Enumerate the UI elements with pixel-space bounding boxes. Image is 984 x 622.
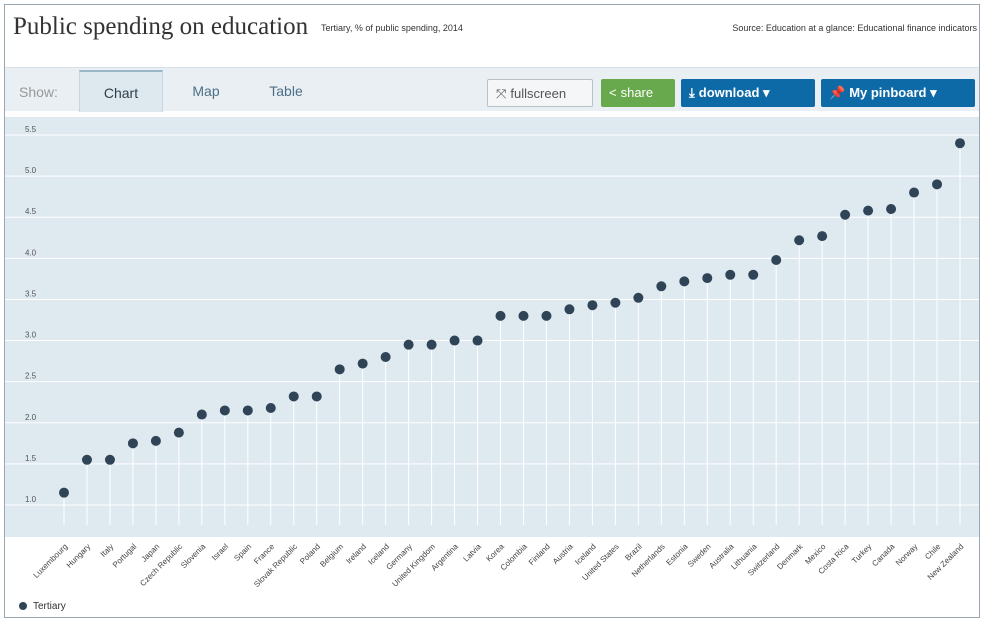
- data-point[interactable]: [909, 187, 920, 198]
- y-tick-label: 2.0: [25, 413, 37, 422]
- chart-widget: Public spending on education Tertiary, %…: [4, 4, 980, 618]
- toolbar: Show: Chart Map Table ⤧ fullscreen < share…: [5, 67, 979, 112]
- data-point[interactable]: [242, 405, 253, 416]
- data-point[interactable]: [311, 391, 322, 402]
- show-label: Show:: [19, 84, 58, 100]
- data-point[interactable]: [610, 297, 621, 308]
- share-icon: <: [609, 85, 617, 100]
- data-point[interactable]: [288, 391, 299, 402]
- y-tick-label: 3.5: [25, 289, 37, 298]
- y-tick-label: 4.5: [25, 207, 37, 216]
- download-label: download ▾: [698, 85, 770, 100]
- data-point[interactable]: [150, 435, 161, 446]
- data-point[interactable]: [817, 231, 828, 242]
- data-point[interactable]: [403, 339, 414, 350]
- data-point[interactable]: [81, 454, 92, 465]
- x-tick-label: Belgium: [318, 542, 345, 569]
- y-tick-label: 1.0: [25, 495, 37, 504]
- data-point[interactable]: [472, 335, 483, 346]
- data-point[interactable]: [840, 209, 851, 220]
- download-button[interactable]: ⤓ download ▾: [681, 79, 815, 107]
- x-tick-label: Hungary: [65, 542, 93, 570]
- y-tick-label: 5.0: [25, 166, 37, 175]
- x-tick-label: Israel: [210, 542, 230, 562]
- x-tick-label: Luxembourg: [32, 542, 70, 580]
- data-point[interactable]: [794, 235, 805, 246]
- x-tick-label: Ireland: [344, 542, 368, 566]
- data-point[interactable]: [932, 179, 943, 190]
- y-tick-label: 5.5: [25, 125, 37, 134]
- data-point[interactable]: [196, 409, 207, 420]
- scatter-chart: 5.5 5.0 4.5 4.0 3.5 3.0 2.5 2.0 1.5 1.0 Luxembourg…: [5, 117, 979, 589]
- share-button[interactable]: < share: [601, 79, 675, 107]
- x-tick-label: Slovenia: [179, 542, 207, 570]
- x-tick-label: Brazil: [623, 542, 644, 563]
- x-tick-label: Finland: [527, 542, 552, 567]
- pinboard-label: My pinboard ▾: [849, 85, 937, 100]
- x-tick-label: Czech Republic: [138, 542, 184, 588]
- data-point[interactable]: [265, 402, 276, 413]
- y-tick-label: 4.0: [25, 248, 37, 257]
- data-point[interactable]: [59, 487, 69, 498]
- data-point[interactable]: [127, 438, 138, 449]
- pin-icon: 📌: [829, 85, 846, 100]
- chart-header: Public spending on education Tertiary, %…: [5, 5, 979, 61]
- x-tick-label: Latvia: [461, 542, 483, 564]
- data-point[interactable]: [380, 352, 391, 362]
- data-point[interactable]: [633, 292, 644, 303]
- y-tick-label: 3.0: [25, 331, 37, 340]
- data-point[interactable]: [334, 364, 345, 375]
- data-point[interactable]: [725, 269, 736, 280]
- legend-dot-icon: [19, 602, 27, 610]
- x-tick-label: Denmark: [775, 541, 805, 571]
- data-point[interactable]: [426, 339, 437, 350]
- data-point[interactable]: [863, 205, 874, 216]
- fullscreen-label: fullscreen: [510, 86, 567, 101]
- legend[interactable]: Tertiary: [19, 601, 66, 612]
- y-tick-label: 2.5: [25, 372, 37, 381]
- x-tick-label: Italy: [99, 542, 116, 559]
- x-tick-label: Canada: [870, 542, 897, 569]
- y-tick-label: 1.5: [25, 454, 37, 463]
- data-point[interactable]: [357, 358, 368, 369]
- data-point[interactable]: [771, 254, 782, 265]
- data-point[interactable]: [564, 304, 575, 315]
- chart-subtitle: Tertiary, % of public spending, 2014: [321, 23, 463, 33]
- data-point[interactable]: [886, 204, 897, 214]
- x-tick-label: Chile: [923, 542, 943, 562]
- data-point[interactable]: [748, 269, 759, 280]
- data-point[interactable]: [702, 273, 713, 284]
- pinboard-button[interactable]: 📌 My pinboard ▾: [821, 79, 975, 107]
- fullscreen-button[interactable]: ⤧ fullscreen: [487, 79, 593, 107]
- x-tick-label: Spain: [232, 542, 253, 563]
- data-point[interactable]: [587, 300, 598, 311]
- fullscreen-icon: ⤧: [496, 86, 507, 101]
- data-point[interactable]: [495, 310, 506, 321]
- data-point[interactable]: [449, 335, 460, 346]
- data-point[interactable]: [104, 454, 115, 465]
- x-tick-label: Austria: [551, 542, 575, 566]
- data-point[interactable]: [173, 427, 184, 438]
- share-label: share: [620, 85, 654, 100]
- tab-map[interactable]: Map: [192, 83, 220, 99]
- tab-chart[interactable]: Chart: [79, 70, 163, 112]
- chart-title: Public spending on education: [13, 13, 309, 40]
- x-tick-label: Norway: [894, 542, 920, 568]
- x-tick-label: Portugal: [111, 542, 139, 570]
- data-point[interactable]: [955, 138, 965, 149]
- legend-label: Tertiary: [33, 601, 66, 612]
- plot-area: [5, 117, 979, 537]
- x-tick-label: Slovak Republic: [252, 542, 299, 589]
- source-link[interactable]: Source: Education at a glance: Education…: [732, 23, 977, 33]
- download-icon: ⤓: [689, 85, 695, 100]
- data-point[interactable]: [656, 281, 667, 292]
- data-point[interactable]: [679, 276, 690, 287]
- data-point[interactable]: [541, 310, 552, 321]
- data-point[interactable]: [219, 405, 230, 416]
- tab-table[interactable]: Table: [269, 83, 303, 99]
- data-point[interactable]: [518, 310, 529, 321]
